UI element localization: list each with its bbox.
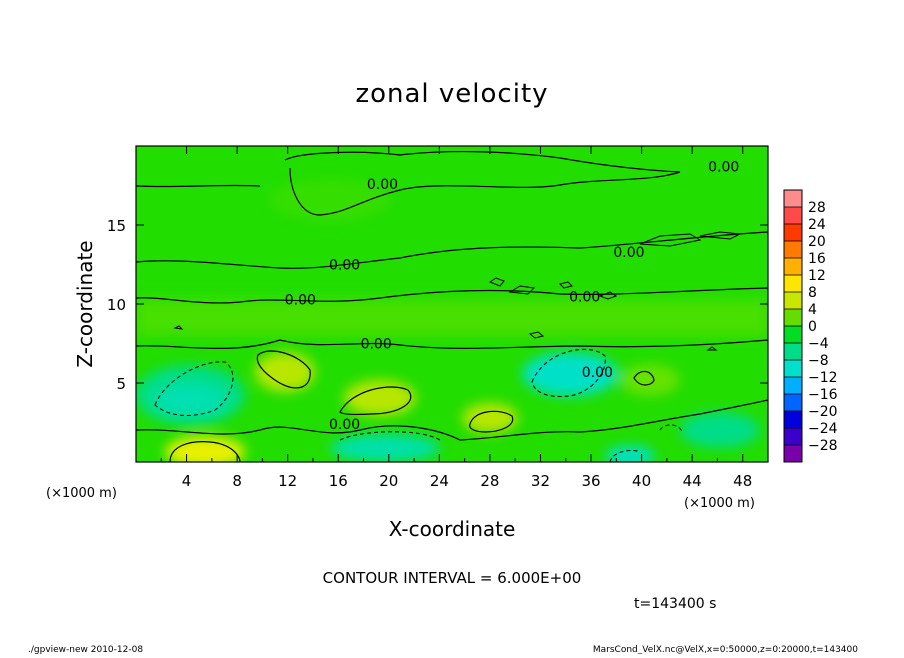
colorbar-swatch bbox=[784, 292, 802, 309]
field-blobs bbox=[136, 180, 768, 462]
contour-lines-dashed bbox=[154, 348, 683, 462]
colorbar-swatch bbox=[784, 224, 802, 241]
colorbar-swatch bbox=[784, 207, 802, 224]
contour-label: 0.00 bbox=[329, 258, 360, 274]
x-axis-ticks: 4 8 12 16 20 24 28 32 36 40 44 48 bbox=[160, 146, 752, 490]
y-axis-ticks: 5 10 15 bbox=[107, 217, 768, 393]
colorbar-label: 4 bbox=[808, 302, 817, 318]
contour-label: 0.00 bbox=[285, 292, 316, 308]
y-axis-label: Z-coordinate bbox=[73, 240, 97, 367]
colorbar-label: 28 bbox=[808, 200, 826, 216]
y-tick-label: 5 bbox=[116, 375, 126, 393]
colorbar-label: 16 bbox=[808, 251, 826, 267]
x-tick-label: 20 bbox=[379, 472, 398, 490]
contour-label: 0.00 bbox=[613, 245, 644, 261]
colorbar-label: −12 bbox=[808, 370, 838, 386]
footer-right: MarsCond_VelX.nc@VelX,x=0:50000,z=0:2000… bbox=[593, 645, 858, 654]
x-tick-label: 12 bbox=[278, 472, 297, 490]
x-tick-label: 8 bbox=[232, 472, 242, 490]
colorbar-swatch bbox=[784, 326, 802, 343]
colorbar-label: 24 bbox=[808, 217, 826, 233]
contour-interval: CONTOUR INTERVAL = 6.000E+00 bbox=[323, 569, 582, 587]
colorbar-swatch bbox=[784, 377, 802, 394]
contour-label: 0.00 bbox=[582, 365, 613, 381]
x-unit-left: (×1000 m) bbox=[46, 486, 117, 501]
colorbar-swatch bbox=[784, 445, 802, 462]
colorbar-label: −4 bbox=[808, 336, 829, 352]
colorbar-swatch bbox=[784, 343, 802, 360]
x-tick-label: 24 bbox=[430, 472, 449, 490]
contour-label: 0.00 bbox=[329, 417, 360, 433]
contour-label: 0.00 bbox=[361, 337, 392, 353]
plot-area bbox=[136, 146, 768, 462]
contour-label: 0.00 bbox=[708, 160, 739, 176]
x-tick-label: 36 bbox=[581, 472, 600, 490]
colorbar-label: 8 bbox=[808, 285, 817, 301]
x-axis-label: X-coordinate bbox=[389, 517, 516, 541]
colorbar-swatch bbox=[784, 241, 802, 258]
colorbar-swatch bbox=[784, 258, 802, 275]
y-tick-label: 15 bbox=[107, 217, 126, 235]
y-tick-label: 10 bbox=[107, 296, 126, 314]
colorbar-label: 20 bbox=[808, 234, 826, 250]
contour-specks bbox=[173, 231, 742, 351]
colorbar-label: −28 bbox=[808, 438, 838, 454]
x-tick-label: 4 bbox=[182, 472, 192, 490]
colorbar-label: −16 bbox=[808, 387, 838, 403]
x-tick-label: 40 bbox=[632, 472, 651, 490]
colorbar-swatch bbox=[784, 309, 802, 326]
x-tick-label: 16 bbox=[329, 472, 348, 490]
contour-label: 0.00 bbox=[367, 177, 398, 193]
x-unit-right: (×1000 m) bbox=[684, 496, 755, 511]
colorbar-swatch bbox=[784, 394, 802, 411]
x-tick-label: 44 bbox=[683, 472, 702, 490]
colorbar-swatch bbox=[784, 428, 802, 445]
footer-left: ./gpview-new 2010-12-08 bbox=[28, 645, 143, 654]
contour-lines bbox=[136, 150, 768, 462]
colorbar-swatch bbox=[784, 360, 802, 377]
time-stamp: t=143400 s bbox=[634, 596, 716, 612]
x-tick-label: 28 bbox=[480, 472, 499, 490]
colorbar-label: −20 bbox=[808, 404, 838, 420]
colorbar-swatch bbox=[784, 275, 802, 292]
colorbar-label: −8 bbox=[808, 353, 829, 369]
colorbar-swatch bbox=[784, 190, 802, 207]
x-tick-label: 32 bbox=[531, 472, 550, 490]
colorbar-label: 0 bbox=[808, 319, 817, 335]
colorbar-label: −24 bbox=[808, 421, 838, 437]
chart-title: zonal velocity bbox=[355, 79, 548, 109]
colorbar-label: 12 bbox=[808, 268, 826, 284]
colorbar-swatch bbox=[784, 411, 802, 428]
contour-label-layer: 0.00 0.00 0.00 0.00 0.00 0.00 0.00 0.00 0.00 bbox=[285, 160, 740, 434]
contour-label: 0.00 bbox=[569, 289, 600, 305]
x-tick-label: 48 bbox=[733, 472, 752, 490]
